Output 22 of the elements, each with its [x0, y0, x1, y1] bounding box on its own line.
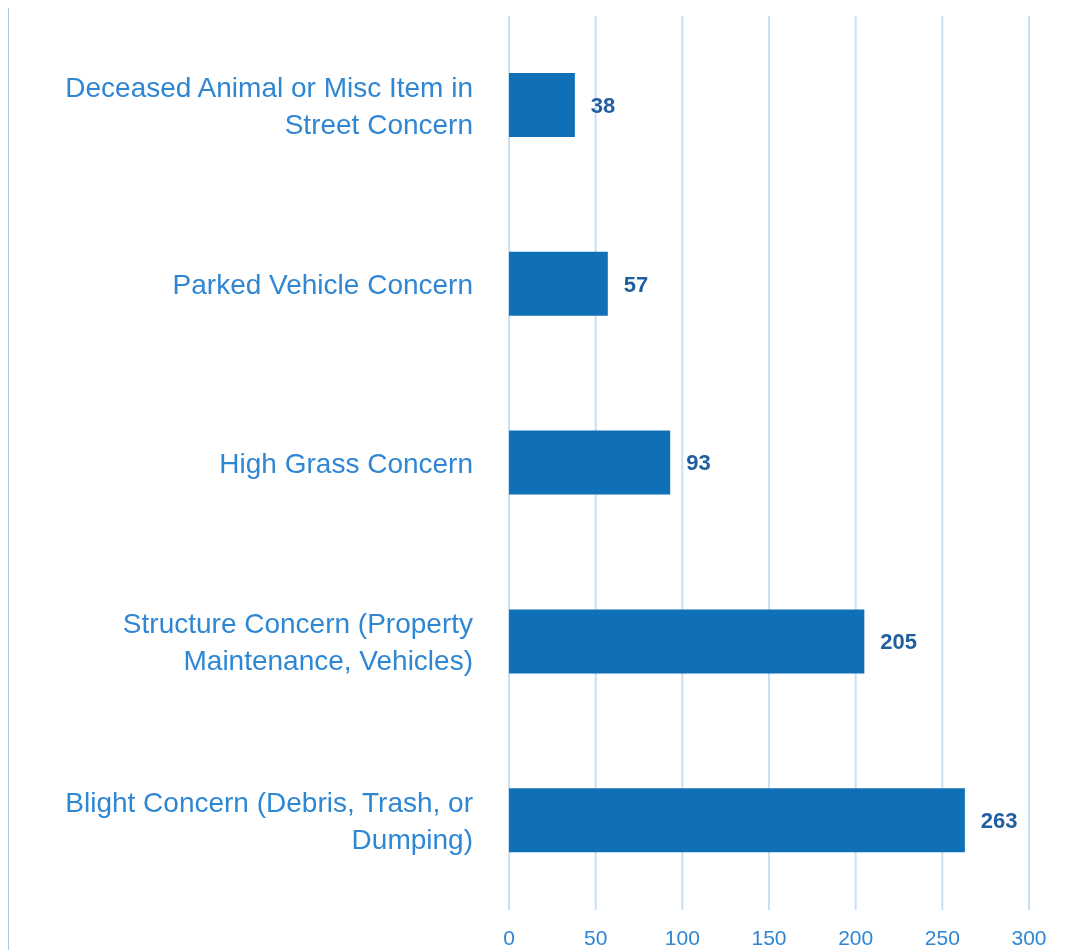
x-tick-label: 50 — [583, 925, 608, 949]
x-tick-label: 150 — [751, 925, 787, 949]
data-label: 263 — [980, 808, 1018, 834]
y-tick-label: High Grass Concern — [219, 447, 473, 479]
y-tick-label: Blight Concern (Debris, Trash, or Dumping) — [65, 786, 473, 855]
data-label: 38 — [590, 92, 616, 118]
data-label: 93 — [686, 450, 711, 476]
bar — [509, 609, 865, 674]
x-tick-label: 300 — [1011, 925, 1047, 949]
x-tick-label: 250 — [924, 925, 960, 949]
bar — [509, 73, 575, 137]
y-tick-label: Deceased Animal or Misc Item in Street Concern — [65, 71, 473, 140]
x-tick-label: 200 — [838, 925, 874, 949]
bar — [509, 251, 608, 316]
x-tick-label: 0 — [503, 925, 515, 949]
y-tick-label: Structure Concern (Property Maintenance, Vehicles) — [122, 607, 473, 676]
data-label: 205 — [880, 629, 918, 655]
bar — [509, 430, 671, 495]
data-label: 57 — [623, 271, 649, 297]
bar — [509, 788, 965, 853]
y-tick-label: Parked Vehicle Concern — [172, 268, 473, 300]
x-tick-label: 100 — [664, 925, 700, 949]
